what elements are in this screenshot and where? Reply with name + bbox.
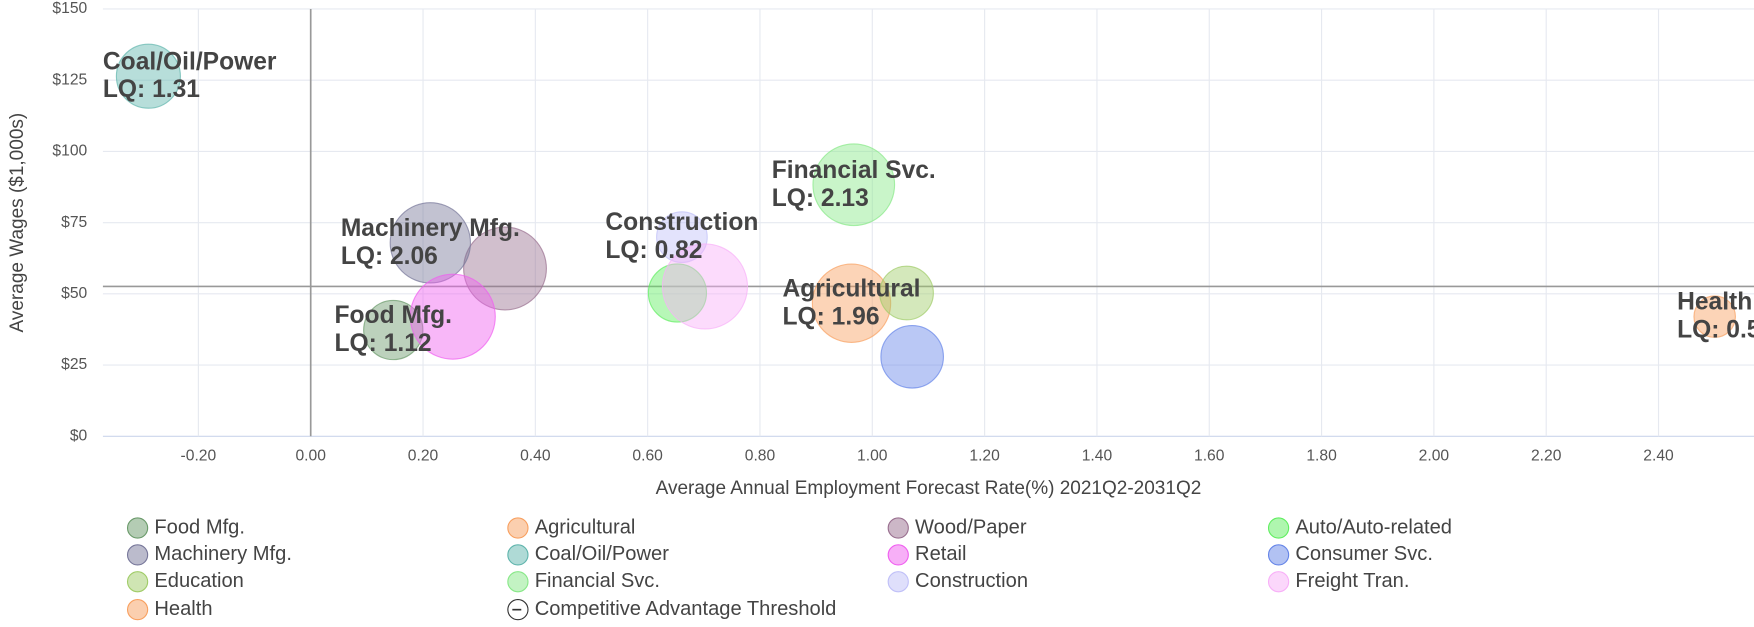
legend-marker (126, 544, 149, 566)
y-tick-label: $0 (70, 427, 88, 444)
bubble-annotation: LQ: 1.96 (783, 303, 880, 330)
y-tick-label: $125 (52, 71, 87, 88)
bubble-annotation: LQ: 1.31 (103, 76, 200, 103)
x-tick-label: -0.20 (181, 448, 217, 465)
legend-marker (1267, 571, 1290, 593)
bubble (656, 211, 708, 264)
legend-marker (507, 517, 529, 539)
y-tick-label: $75 (61, 214, 87, 231)
x-tick-label: 1.60 (1194, 448, 1225, 465)
legend-label: Auto/Auto-related (1295, 516, 1452, 538)
x-tick-label: 1.00 (857, 448, 888, 465)
y-tick-label: $100 (52, 143, 87, 160)
y-tick-label: $25 (61, 356, 87, 373)
bubble (812, 143, 896, 227)
y-tick-label: $150 (52, 0, 87, 17)
legend-label: Freight Tran. (1295, 570, 1409, 592)
x-tick-label: 2.40 (1643, 448, 1674, 465)
legend-label: Coal/Oil/Power (535, 543, 670, 565)
legend-marker (1267, 517, 1290, 539)
x-axis-label: Average Annual Employment Forecast Rate(… (656, 478, 1202, 499)
bubble (363, 299, 424, 361)
legend-label: Machinery Mfg. (154, 543, 292, 565)
legend-marker (887, 571, 909, 593)
legend-label: Retail (915, 543, 966, 565)
bubble (389, 202, 472, 284)
legend-label: Wood/Paper (915, 516, 1027, 538)
legend-marker (126, 517, 149, 539)
bubble-annotation: LQ: 1.12 (335, 330, 432, 357)
bubble (115, 43, 181, 109)
y-axis-label: Average Wages ($1,000s) (7, 113, 28, 333)
bubble-label: Coal/Oil/Power (103, 48, 277, 75)
x-tick-label: 1.80 (1306, 448, 1337, 465)
bubble (409, 273, 496, 360)
x-tick-label: 0.20 (408, 448, 439, 465)
bubble-label: Agricultural (783, 275, 921, 302)
x-tick-label: 0.00 (295, 448, 326, 465)
legend-label: Education (154, 570, 244, 592)
bubble (1693, 295, 1736, 338)
bubble-annotation: LQ: 0.55 (1677, 317, 1754, 344)
x-tick-label: 1.40 (1082, 448, 1113, 465)
legend-marker (507, 544, 529, 566)
legend-marker (887, 544, 909, 566)
legend-label: Construction (915, 570, 1028, 592)
bubble-label: Financial Svc. (772, 157, 936, 184)
bubble (463, 226, 547, 311)
legend-label: Financial Svc. (535, 570, 660, 592)
legend-label: Competitive Advantage Threshold (535, 598, 837, 620)
bubble-label: Construction (605, 209, 758, 236)
legend-marker (887, 517, 909, 539)
x-tick-label: 2.00 (1419, 448, 1450, 465)
x-tick-label: 0.80 (745, 448, 776, 465)
y-tick-label: $50 (61, 285, 87, 302)
legend-marker (507, 571, 529, 593)
legend-label: Food Mfg. (154, 516, 245, 538)
legend-marker (1267, 544, 1290, 566)
x-tick-label: 0.40 (520, 448, 551, 465)
x-tick-label: 0.60 (632, 448, 663, 465)
bubble (880, 324, 944, 389)
bubble-annotation: LQ: 2.06 (341, 243, 438, 270)
bubble-annotation: LQ: 2.13 (772, 185, 869, 212)
bubble-label: Health (1677, 289, 1752, 316)
x-tick-label: 1.20 (969, 448, 1000, 465)
legend-marker (126, 599, 149, 621)
bubble (661, 243, 749, 330)
bubble (879, 265, 934, 321)
legend-label: Agricultural (535, 516, 636, 538)
bubble-label: Machinery Mfg. (341, 215, 520, 242)
bubble-label: Food Mfg. (335, 302, 452, 329)
bubble (811, 263, 892, 343)
x-tick-label: 2.20 (1531, 448, 1562, 465)
bubble-annotation: LQ: 0.82 (605, 237, 702, 264)
legend-label: Health (154, 598, 212, 620)
legend-label: Consumer Svc. (1295, 543, 1433, 565)
legend-marker (126, 571, 149, 593)
